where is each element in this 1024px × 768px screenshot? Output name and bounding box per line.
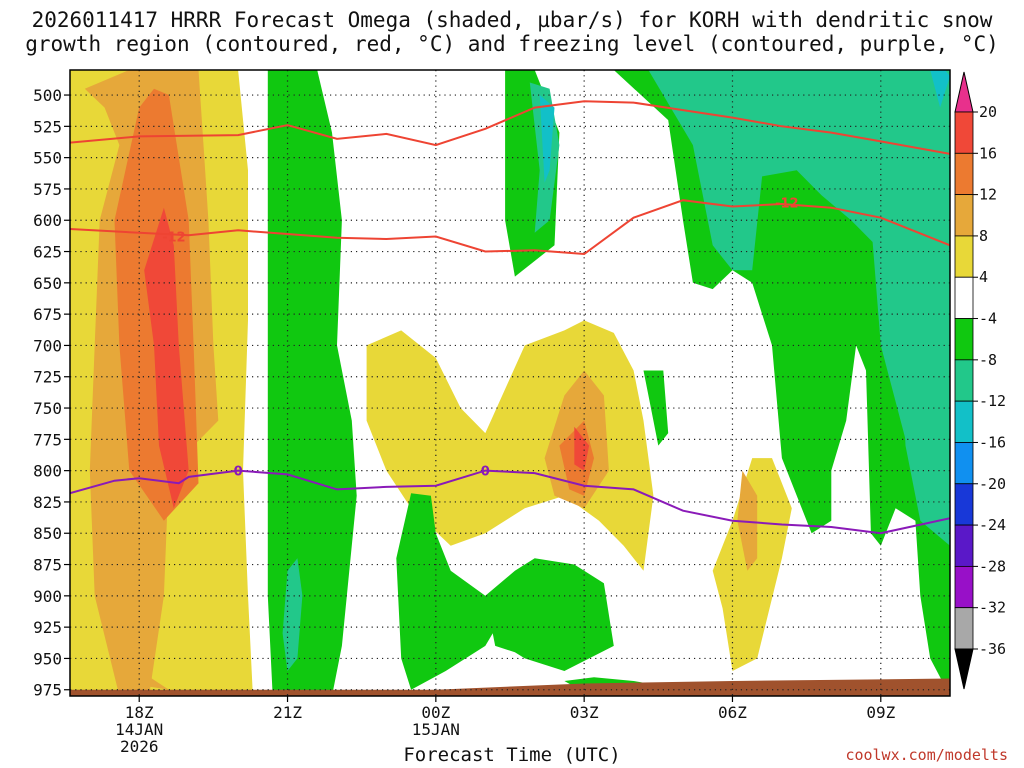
omega-region-14 bbox=[539, 95, 555, 183]
ytick-label-575: 575 bbox=[33, 180, 62, 199]
colorbar-band-12 bbox=[954, 607, 974, 650]
colorbar-label-3: 8 bbox=[979, 227, 988, 245]
colorbar-band-0 bbox=[954, 111, 974, 154]
colorbar-label-0: 20 bbox=[979, 103, 997, 121]
contour-line-0 bbox=[70, 100, 950, 155]
colorbar-band-8 bbox=[954, 442, 974, 485]
ytick-label-600: 600 bbox=[33, 211, 62, 230]
colorbar-band-5 bbox=[954, 318, 974, 361]
ytick-label-750: 750 bbox=[33, 399, 62, 418]
x-axis-label: Forecast Time (UTC) bbox=[403, 744, 621, 766]
ytick-label-825: 825 bbox=[33, 493, 62, 512]
xtick-label-18Z-2: 14JAN bbox=[115, 720, 163, 739]
chart-title-line1: 2026011417 HRRR Forecast Omega (shaded, … bbox=[31, 8, 993, 32]
ytick-label-525: 525 bbox=[33, 117, 62, 136]
contour-line-2 bbox=[70, 469, 950, 535]
svg-text:0: 0 bbox=[234, 465, 243, 480]
ytick-label-800: 800 bbox=[33, 462, 62, 481]
colorbar-band-7 bbox=[954, 400, 974, 443]
xtick-label-09Z-1: 09Z bbox=[866, 703, 895, 722]
plot-area bbox=[70, 70, 950, 696]
colorbar-label-13: -36 bbox=[979, 640, 1006, 658]
credit-link[interactable]: coolwx.com/modelts bbox=[845, 746, 1008, 764]
xtick-label-18Z-3: 2026 bbox=[120, 737, 159, 756]
ytick-label-850: 850 bbox=[33, 524, 62, 543]
colorbar-top-arrow bbox=[954, 71, 974, 113]
xtick-label-00Z-1: 00Z bbox=[421, 703, 450, 722]
xtick-label-00Z-2: 15JAN bbox=[412, 720, 460, 739]
ytick-label-500: 500 bbox=[33, 86, 62, 105]
omega-region-9 bbox=[574, 426, 590, 471]
omega-region-16 bbox=[648, 70, 950, 546]
svg-text:-12: -12 bbox=[162, 231, 186, 246]
colorbar-label-9: -20 bbox=[979, 475, 1006, 493]
colorbar-label-6: -8 bbox=[979, 351, 997, 369]
chart-title-line2: growth region (contoured, red, °C) and f… bbox=[25, 32, 999, 56]
colorbar-label-11: -28 bbox=[979, 557, 1006, 575]
plot-frame bbox=[69, 69, 951, 697]
omega-region-4 bbox=[267, 70, 357, 696]
colorbar-band-4 bbox=[954, 276, 974, 319]
colorbar: 20 16 12 8 4 -4 -8 -12 -16 -20 -24 -28 -32 -36 bbox=[954, 71, 1006, 690]
colorbar-label-12: -32 bbox=[979, 599, 1006, 617]
omega-region-18 bbox=[930, 70, 950, 108]
ytick-label-950: 950 bbox=[33, 649, 62, 668]
colorbar-label-4: 4 bbox=[979, 268, 988, 286]
svg-text:-12: -12 bbox=[775, 197, 799, 212]
colorbar-band-6 bbox=[954, 359, 974, 402]
ytick-label-550: 550 bbox=[33, 149, 62, 168]
contour-lines: -12 -12 0 0 bbox=[70, 100, 950, 535]
contour-label-minus12-left: -12 bbox=[162, 231, 186, 246]
xtick-label-18Z-1: 18Z bbox=[125, 703, 154, 722]
omega-region-17 bbox=[870, 145, 950, 521]
ytick-label-700: 700 bbox=[33, 336, 62, 355]
colorbar-label-8: -16 bbox=[979, 433, 1006, 451]
omega-region-23 bbox=[129, 673, 169, 690]
colorbar-band-3 bbox=[954, 235, 974, 278]
colorbar-label-5: -4 bbox=[979, 310, 997, 328]
ytick-label-650: 650 bbox=[33, 274, 62, 293]
xtick-label-03Z-1: 03Z bbox=[570, 703, 599, 722]
svg-text:0: 0 bbox=[481, 465, 490, 480]
terrain bbox=[70, 678, 950, 696]
colorbar-band-10 bbox=[954, 524, 974, 567]
ytick-label-975: 975 bbox=[33, 681, 62, 700]
contour-label-0-left: 0 bbox=[234, 465, 243, 480]
omega-region-20 bbox=[737, 470, 758, 571]
colorbar-band-2 bbox=[954, 194, 974, 237]
colorbar-band-9 bbox=[954, 483, 974, 526]
colorbar-band-1 bbox=[954, 152, 974, 196]
omega-region-3 bbox=[144, 207, 189, 509]
omega-region-21 bbox=[643, 370, 669, 446]
xtick-label-21Z-1: 21Z bbox=[273, 703, 302, 722]
ytick-label-875: 875 bbox=[33, 556, 62, 575]
ytick-label-775: 775 bbox=[33, 430, 62, 449]
colorbar-label-7: -12 bbox=[979, 392, 1006, 410]
colorbar-bottom-arrow bbox=[954, 648, 974, 690]
colorbar-label-2: 12 bbox=[979, 186, 997, 204]
ytick-label-625: 625 bbox=[33, 243, 62, 262]
colorbar-band-11 bbox=[954, 565, 974, 609]
y-axis: 500 525 550 575 600 625 650 675 700 725 750 775 800 8… bbox=[33, 86, 70, 700]
ytick-label-900: 900 bbox=[33, 587, 62, 606]
colorbar-label-10: -24 bbox=[979, 516, 1006, 534]
ytick-label-675: 675 bbox=[33, 305, 62, 324]
ytick-label-725: 725 bbox=[33, 368, 62, 387]
omega-region-11 bbox=[485, 558, 614, 671]
contour-label-0-right: 0 bbox=[481, 465, 490, 480]
ytick-label-925: 925 bbox=[33, 618, 62, 637]
xtick-label-06Z-1: 06Z bbox=[718, 703, 747, 722]
contour-label-minus12-right: -12 bbox=[775, 197, 799, 212]
colorbar-label-1: 16 bbox=[979, 144, 997, 162]
omega-region-10 bbox=[396, 493, 501, 690]
grid bbox=[70, 70, 950, 696]
contour-line-1 bbox=[70, 199, 950, 256]
